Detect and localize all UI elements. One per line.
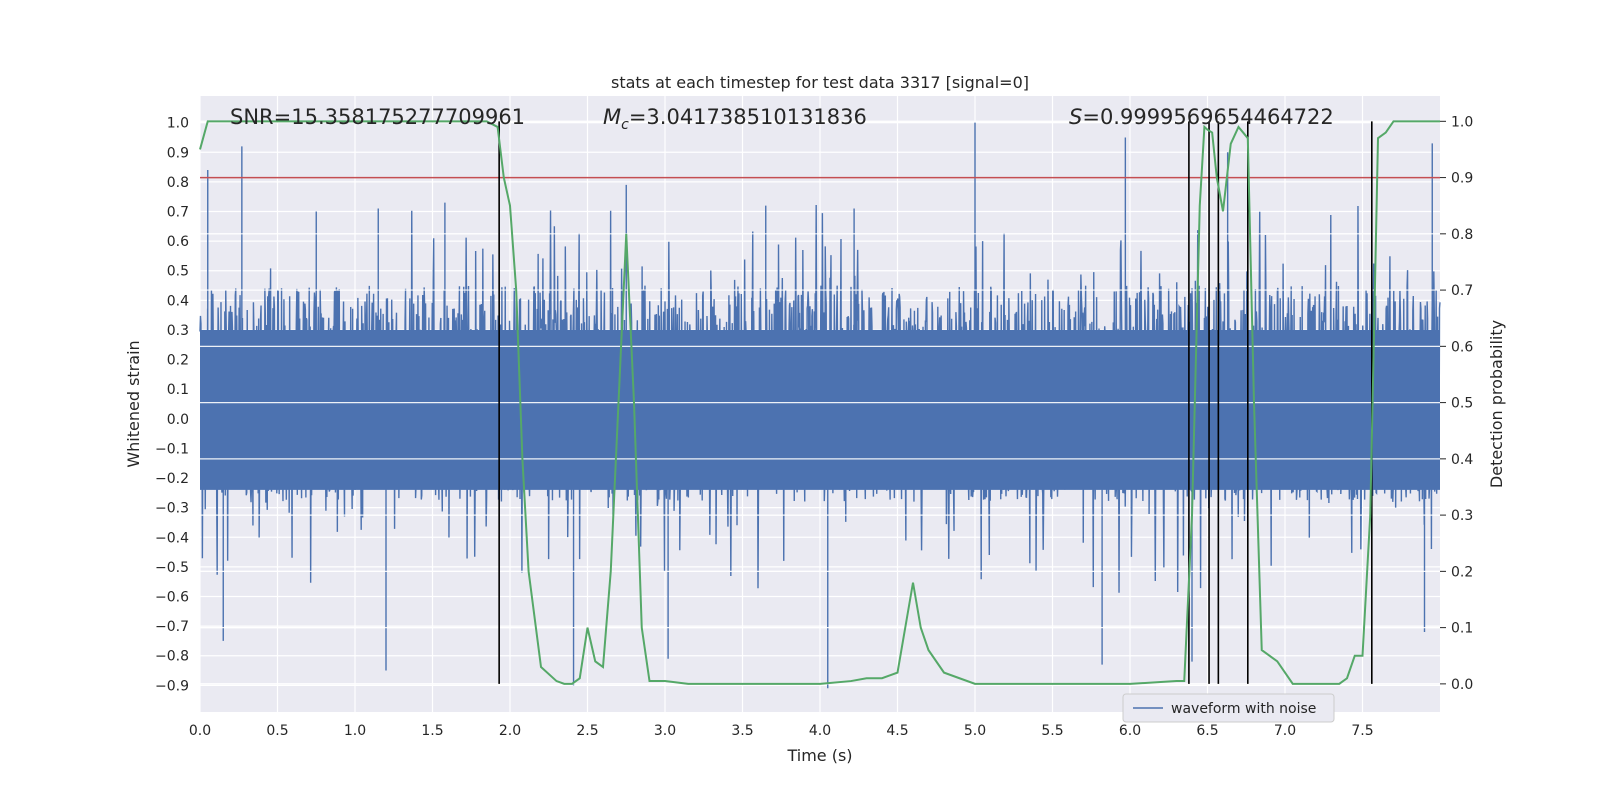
right-y-tick-label: 0.4 <box>1451 452 1473 468</box>
left-y-tick-label: 0.6 <box>167 234 189 250</box>
right-y-tick-label: 1.0 <box>1451 114 1473 130</box>
x-tick-label: 5.5 <box>1041 723 1063 739</box>
left-y-tick-label: 0.8 <box>167 175 189 191</box>
x-tick-label: 7.0 <box>1274 723 1296 739</box>
left-y-tick-label: −0.3 <box>155 501 189 517</box>
x-tick-label: 6.0 <box>1119 723 1141 739</box>
left-y-tick-label: 0.9 <box>167 145 189 161</box>
left-y-tick-label: 0.7 <box>167 205 189 221</box>
right-y-tick-label: 0.3 <box>1451 508 1473 524</box>
x-axis-label: Time (s) <box>786 746 852 765</box>
detection-markers <box>498 121 1373 684</box>
x-tick-label: 2.0 <box>499 723 521 739</box>
probability-line <box>199 120 1440 685</box>
right-y-axis-label: Detection probability <box>1487 320 1506 488</box>
left-y-tick-label: −0.2 <box>155 471 189 487</box>
right-y-tick-label: 0.2 <box>1451 564 1473 580</box>
left-y-tick-label: 0.2 <box>167 353 189 369</box>
right-y-tick-label: 0.6 <box>1451 339 1473 355</box>
legend: waveform with noise <box>1122 693 1335 723</box>
legend-box <box>1122 693 1335 723</box>
score-symbol: S <box>1069 105 1082 129</box>
left-y-tick-label: −0.4 <box>155 530 189 546</box>
waveform-core-band <box>200 329 1440 490</box>
x-tick-label: 4.0 <box>809 723 831 739</box>
x-tick-label: 2.5 <box>576 723 598 739</box>
left-y-tick-label: 0.0 <box>167 412 189 428</box>
left-y-tick-label: 0.4 <box>167 293 189 309</box>
left-y-tick-label: −0.7 <box>155 619 189 635</box>
waveform-series <box>199 120 1441 689</box>
left-y-tick-label: −0.9 <box>155 678 189 694</box>
x-tick-label: 1.5 <box>421 723 443 739</box>
chirp-mass-subscript: c <box>621 117 629 133</box>
axis-ticks: 0.0 0.5 1.0 1.5 2.0 2.5 3.0 3.5 4.0 4.5 5.0 5.5 6.0 6… <box>155 114 1473 739</box>
right-y-tick-label: 0.5 <box>1451 396 1473 412</box>
x-tick-label: 4.5 <box>886 723 908 739</box>
left-y-tick-label: 1.0 <box>167 116 189 132</box>
chirp-mass-symbol: M <box>603 105 621 129</box>
x-tick-label: 1.0 <box>344 723 366 739</box>
chart-title: stats at each timestep for test data 331… <box>611 73 1029 92</box>
score-annotation: S=0.9999569654464722 <box>1069 105 1334 129</box>
right-y-tick-label: 0.8 <box>1451 227 1473 243</box>
right-y-tick-label: 0.0 <box>1451 677 1473 693</box>
left-y-tick-label: −0.5 <box>155 560 189 576</box>
left-y-tick-label: 0.1 <box>167 382 189 398</box>
right-y-tick-label: 0.1 <box>1451 621 1473 637</box>
left-y-tick-label: 0.5 <box>167 264 189 280</box>
left-y-tick-label: 0.3 <box>167 323 189 339</box>
left-y-axis-label: Whitened strain <box>124 340 143 467</box>
right-y-tick-label: 0.7 <box>1451 283 1473 299</box>
x-tick-label: 3.5 <box>731 723 753 739</box>
x-tick-label: 5.0 <box>964 723 986 739</box>
snr-annotation: SNR=15.358175277709961 <box>230 105 525 129</box>
score-value: =0.9999569654464722 <box>1082 105 1333 129</box>
chirp-mass-value: =3.041738510131836 <box>629 105 867 129</box>
x-tick-label: 7.5 <box>1351 723 1373 739</box>
x-tick-label: 0.5 <box>266 723 288 739</box>
probability-series <box>199 120 1440 685</box>
left-y-tick-label: −0.1 <box>155 441 189 457</box>
legend-waveform-label: waveform with noise <box>1171 701 1316 717</box>
x-tick-label: 0.0 <box>189 723 211 739</box>
left-y-tick-label: −0.8 <box>155 649 189 665</box>
x-tick-label: 6.5 <box>1196 723 1218 739</box>
chirp-mass-annotation: Mc=3.041738510131836 <box>603 105 867 133</box>
x-tick-label: 3.0 <box>654 723 676 739</box>
right-y-tick-label: 0.9 <box>1451 171 1473 187</box>
left-y-tick-label: −0.6 <box>155 590 189 606</box>
